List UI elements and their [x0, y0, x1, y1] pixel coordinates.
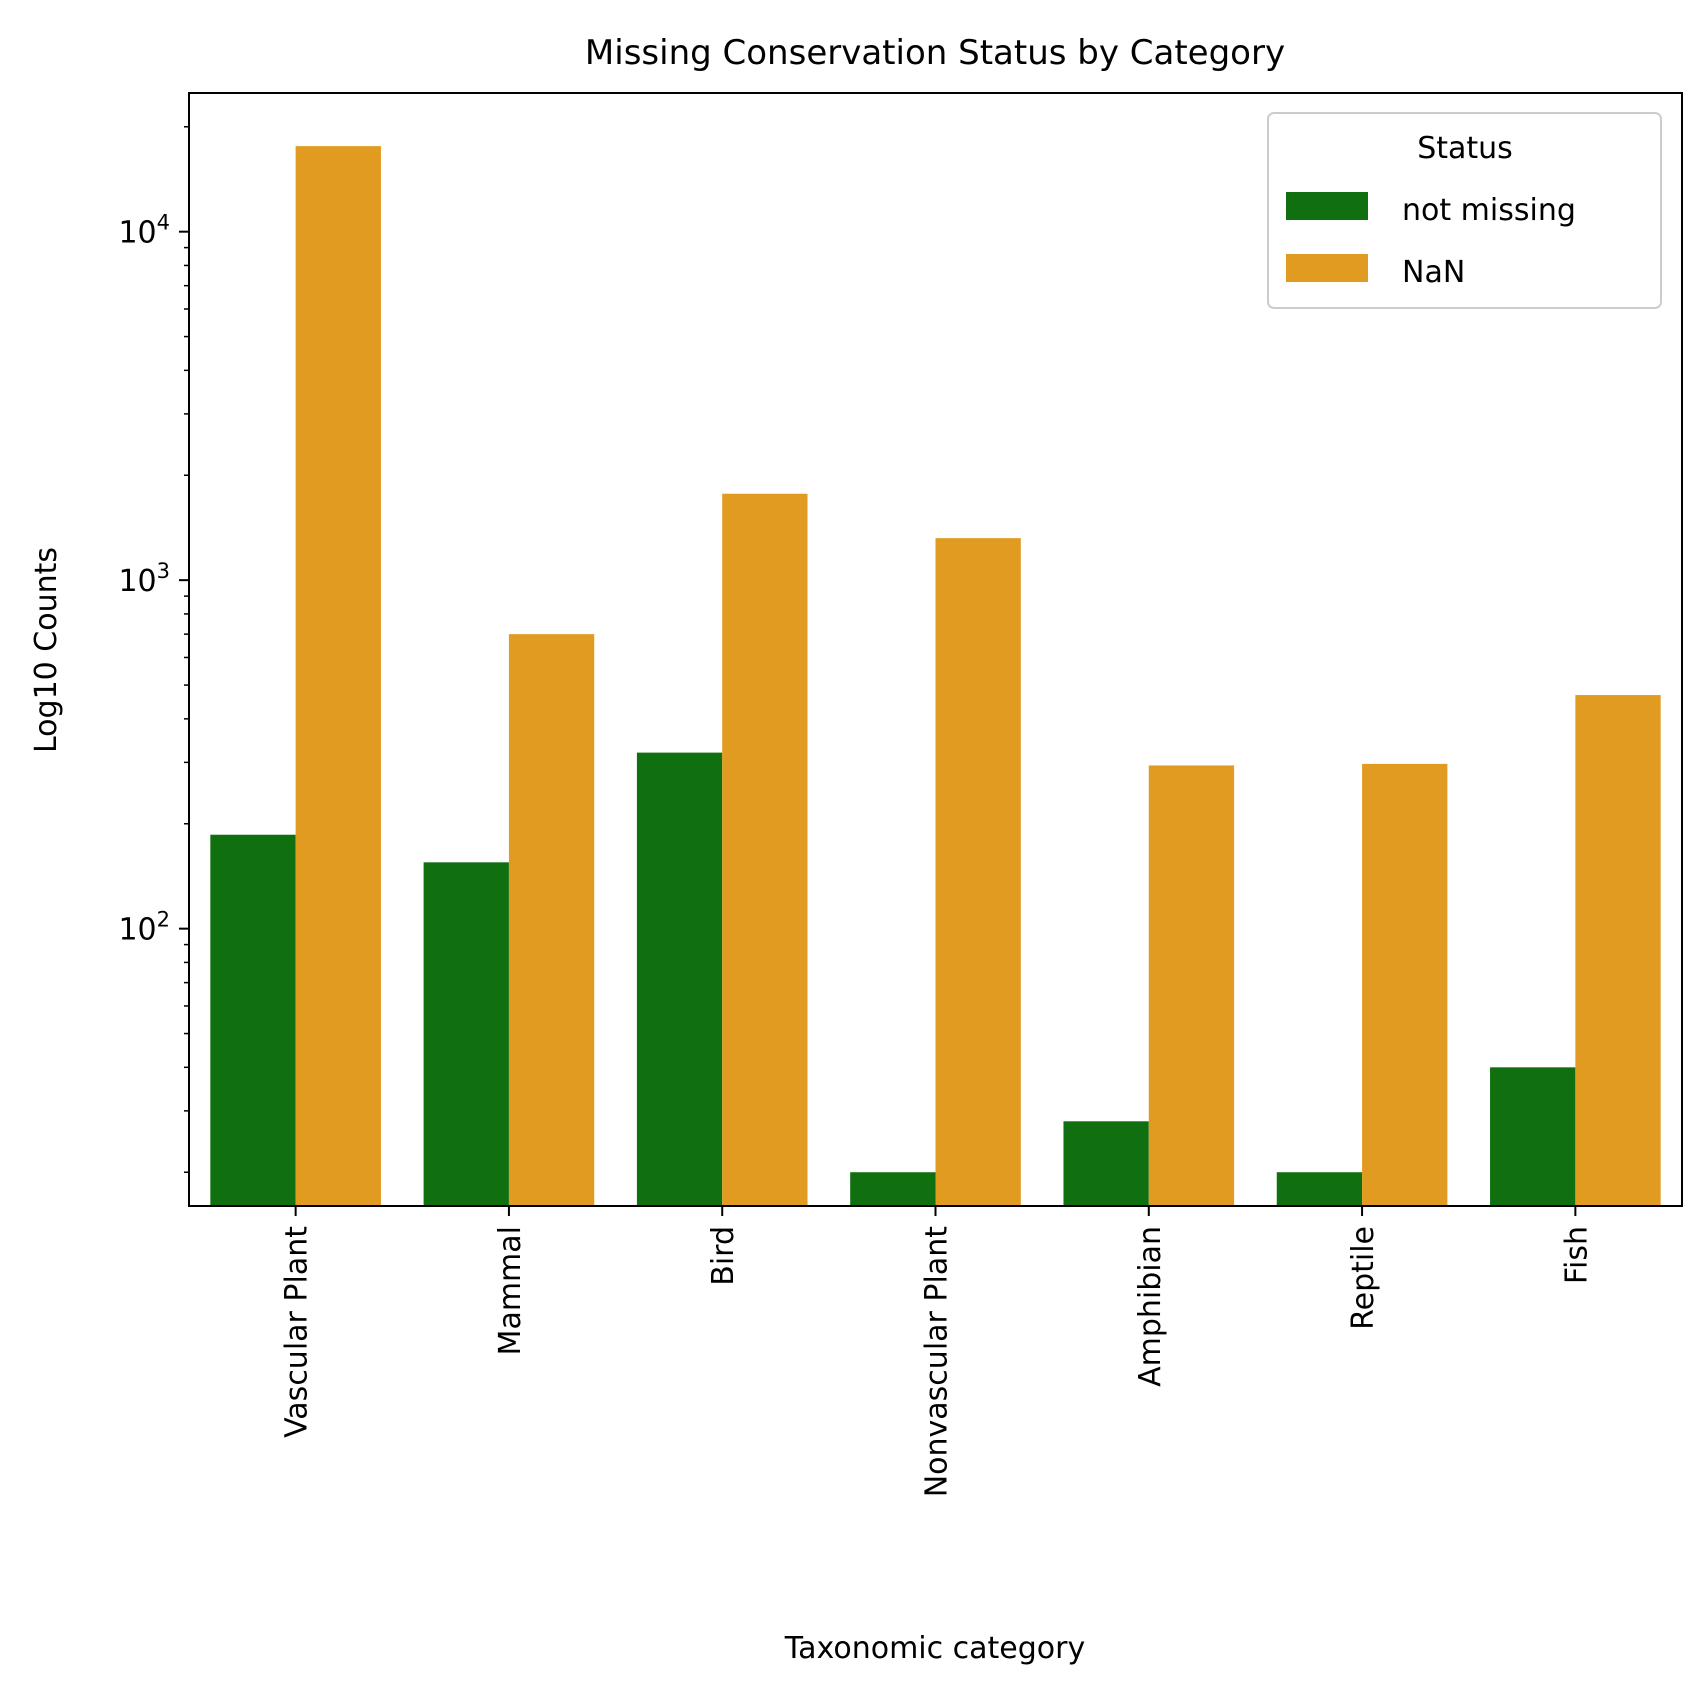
- bar-mammal-not-missing: [423, 862, 509, 1206]
- x-tick-label-fish: Fish: [1559, 1226, 1594, 1284]
- legend: Status not missing NaN: [1267, 112, 1662, 309]
- legend-title: Status: [1417, 131, 1513, 166]
- legend-swatch-nan: [1286, 254, 1368, 282]
- x-axis-label: Taxonomic category: [784, 1631, 1085, 1666]
- bar-reptile-nan: [1362, 763, 1448, 1206]
- bar-fish-nan: [1575, 695, 1661, 1206]
- legend-label-not-missing: not missing: [1402, 193, 1576, 228]
- bar-bird-not-missing: [636, 752, 723, 1206]
- bar-vascular-plant-not-missing: [210, 834, 296, 1206]
- bar-fish-not-missing: [1490, 1067, 1576, 1206]
- bar-nonvascular-plant-nan: [935, 538, 1021, 1206]
- bar-nonvascular-plant-not-missing: [850, 1172, 936, 1206]
- legend-swatch-not-missing: [1286, 192, 1368, 220]
- bars-layer: [210, 146, 1661, 1206]
- x-tick-label-amphibian: Amphibian: [1133, 1226, 1168, 1387]
- x-tick-label-mammal: Mammal: [493, 1226, 528, 1355]
- y-tick-label-100: 102: [118, 908, 170, 948]
- bar-reptile-not-missing: [1276, 1172, 1363, 1206]
- y-axis-label: Log10 Counts: [29, 547, 64, 753]
- x-tick-label-vascular-plant: Vascular Plant: [280, 1226, 315, 1438]
- bar-amphibian-nan: [1148, 765, 1235, 1206]
- y-axis: 102 103 104: [118, 126, 189, 1173]
- y-tick-label-10000: 104: [118, 211, 170, 251]
- bar-vascular-plant-nan: [295, 146, 381, 1206]
- x-tick-label-bird: Bird: [706, 1226, 741, 1286]
- y-tick-label-1000: 103: [118, 559, 170, 599]
- x-axis: Vascular Plant Mammal Bird Nonvascular Plan…: [280, 1206, 1594, 1497]
- bar-amphibian-not-missing: [1063, 1121, 1149, 1206]
- bar-bird-nan: [722, 493, 808, 1206]
- chart-title: Missing Conservation Status by Category: [585, 33, 1285, 73]
- x-tick-label-reptile: Reptile: [1346, 1226, 1381, 1330]
- x-tick-label-nonvascular-plant: Nonvascular Plant: [920, 1226, 955, 1497]
- bar-mammal-nan: [508, 634, 595, 1206]
- legend-label-nan: NaN: [1402, 255, 1465, 290]
